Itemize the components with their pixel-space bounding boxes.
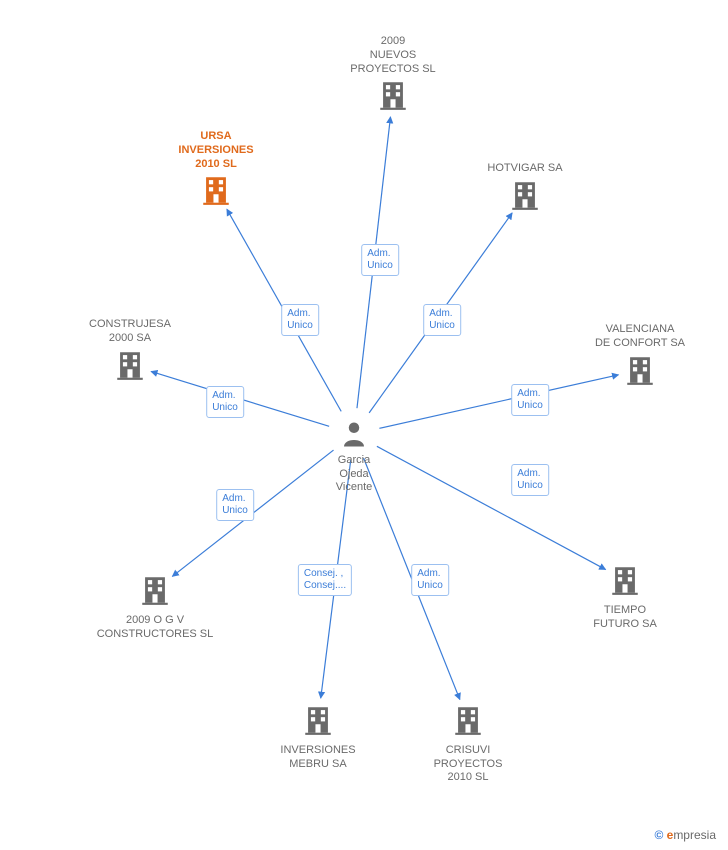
edge-line [369,213,512,413]
company-node[interactable]: URSA INVERSIONES 2010 SL [146,130,286,212]
edge-line [377,446,606,569]
company-node[interactable]: 2009 NUEVOS PROYECTOS SL [323,35,463,117]
building-icon [301,703,335,737]
edge-line [172,450,333,576]
edge-label: Adm. Unico [423,304,461,336]
building-icon [508,178,542,212]
company-label: HOTVIGAR SA [455,162,595,176]
building-icon [138,573,172,607]
network-canvas: { "canvas": { "width": 728, "height": 85… [0,0,728,850]
company-node[interactable]: CONSTRUJESA 2000 SA [60,318,200,386]
company-label: 2009 O G V CONSTRUCTORES SL [85,614,225,642]
company-node[interactable]: VALENCIANA DE CONFORT SA [570,323,710,391]
edge-label: Adm. Unico [411,564,449,596]
company-label: INVERSIONES MEBRU SA [248,744,388,772]
company-node[interactable]: 2009 O G V CONSTRUCTORES SL [85,573,225,641]
building-icon [608,563,642,597]
building-icon [113,348,147,382]
edge-label: Adm. Unico [511,384,549,416]
edge-label: Adm. Unico [281,304,319,336]
building-icon [199,173,233,207]
edge-label: Consej. , Consej.... [298,564,352,596]
center-label: Garcia Ojeda Vicente [314,454,394,495]
edge-label: Adm. Unico [361,244,399,276]
edge-line [321,460,351,698]
company-label: URSA INVERSIONES 2010 SL [146,130,286,171]
company-label: 2009 NUEVOS PROYECTOS SL [323,35,463,76]
building-icon [451,703,485,737]
footer-copyright: © empresia [654,828,716,842]
company-label: CONSTRUJESA 2000 SA [60,318,200,346]
edge-label: Adm. Unico [206,386,244,418]
brand: empresia [667,828,716,842]
edge-label: Adm. Unico [511,464,549,496]
company-label: VALENCIANA DE CONFORT SA [570,323,710,351]
company-node[interactable]: TIEMPO FUTURO SA [555,563,695,631]
center-person-node[interactable]: Garcia Ojeda Vicente [314,419,394,495]
edge-line [357,117,391,408]
company-node[interactable]: HOTVIGAR SA [455,162,595,217]
person-icon [339,419,369,449]
building-icon [376,78,410,112]
copyright-symbol: © [654,828,663,842]
edge-line [227,209,341,411]
building-icon [623,353,657,387]
company-label: CRISUVI PROYECTOS 2010 SL [398,744,538,785]
company-node[interactable]: INVERSIONES MEBRU SA [248,703,388,771]
company-node[interactable]: CRISUVI PROYECTOS 2010 SL [398,703,538,785]
edge-label: Adm. Unico [216,489,254,521]
company-label: TIEMPO FUTURO SA [555,604,695,632]
